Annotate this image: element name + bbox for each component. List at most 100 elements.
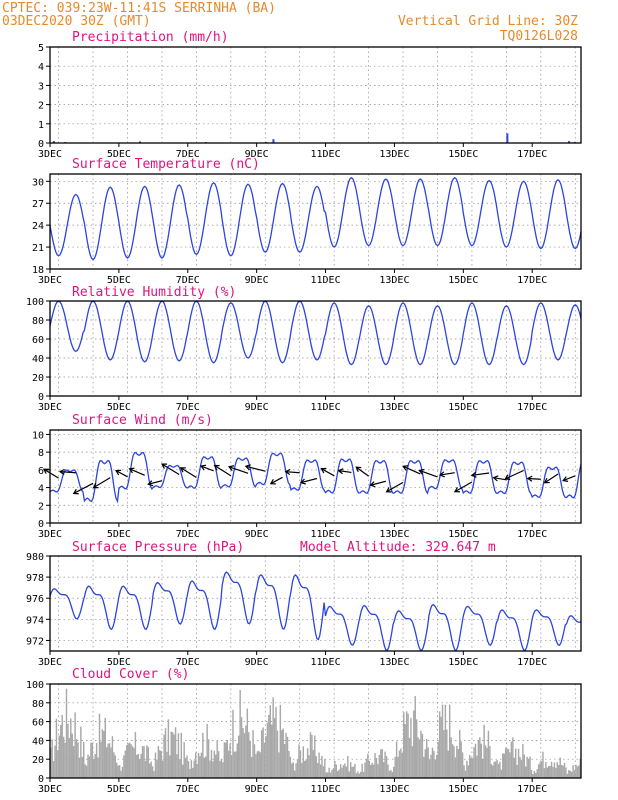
cloud-bar <box>446 729 448 778</box>
cloud-bar <box>156 759 158 778</box>
cloud-bar <box>227 750 230 778</box>
cloud-bar <box>553 762 556 778</box>
cloud-bar <box>395 741 398 778</box>
temperature-series-line <box>49 176 582 261</box>
cloud-bar <box>334 761 336 778</box>
cloud-bar <box>339 764 342 778</box>
precip-bar <box>52 141 55 143</box>
wind-arrow-head <box>115 469 122 476</box>
cloud-bar <box>271 724 273 778</box>
cloud-bar <box>388 770 391 778</box>
wind-arrow-shaft <box>505 469 524 480</box>
cloud-bar <box>58 735 61 778</box>
cloud-bar <box>381 748 383 778</box>
cloud-bar <box>490 763 493 778</box>
cloud-bar <box>226 739 228 778</box>
cloud-bar <box>230 754 233 778</box>
cloud-bar <box>513 757 515 778</box>
cloud-bar <box>540 761 543 778</box>
cloud-bar <box>71 733 73 778</box>
y-tick-label: 20 <box>32 755 44 766</box>
cloud-bar <box>324 759 326 778</box>
x-tick-label: 9DEC <box>245 402 269 413</box>
cloud-bar <box>166 751 168 778</box>
cloud-bar <box>169 755 171 778</box>
wind-arrow-shaft <box>73 482 94 494</box>
wind-arrow-head <box>244 464 251 471</box>
wind-arrow-shaft <box>338 470 352 474</box>
cloud-bar <box>311 734 313 778</box>
cloud-bar <box>355 773 358 778</box>
cloud-bar <box>236 743 239 778</box>
wind-arrow-shaft <box>300 477 318 484</box>
y-tick-label: 40 <box>32 736 44 747</box>
cloud-bar <box>278 752 280 778</box>
station-header: CPTEC: 039:23W-11:41S SERRINHA (BA) <box>2 1 276 16</box>
cloud-bar <box>190 760 193 778</box>
wind-arrow-shaft <box>355 466 369 477</box>
cloud-bar <box>387 764 389 778</box>
y-tick-label: 100 <box>26 680 44 691</box>
cloud-bar <box>405 711 408 778</box>
x-tick-label: 3DEC <box>38 657 62 668</box>
cloud-bar <box>196 763 198 778</box>
cloud-bar <box>219 761 221 778</box>
cloud-bar <box>507 749 510 778</box>
cloud-bar <box>243 733 246 778</box>
x-tick-label: 13DEC <box>379 784 409 795</box>
wind-arrow-shaft <box>180 467 197 478</box>
cloud-bar <box>239 689 241 778</box>
cloud-bar <box>578 765 580 778</box>
cloud-bar <box>286 736 289 778</box>
cloud-bar <box>349 762 352 778</box>
cloud-bar <box>572 765 574 778</box>
cloud-bar <box>520 759 523 778</box>
cloud-bar <box>414 696 416 778</box>
cloud-bar <box>246 708 249 778</box>
humidity-frame <box>49 300 582 397</box>
cloud-bar <box>173 734 175 778</box>
cloud-bar <box>506 748 508 778</box>
cloud-bar <box>67 723 69 778</box>
cloud-bar <box>312 750 315 778</box>
cloud-cover-frame <box>49 683 582 779</box>
precip-bar <box>506 133 509 143</box>
cloud-bar <box>197 752 200 778</box>
cloud-bar <box>335 764 338 778</box>
cloud-bar <box>210 749 213 778</box>
cloud-bar <box>78 757 81 778</box>
cloud-bar <box>382 762 385 778</box>
cloud-bar <box>273 717 276 778</box>
cloud-bar <box>467 765 470 778</box>
cloud-bar <box>390 769 392 778</box>
cloud-bar <box>444 704 447 778</box>
cloud-bar <box>133 747 135 778</box>
wind-arrow-shaft <box>93 477 111 489</box>
x-tick-label: 11DEC <box>310 149 340 160</box>
cloud-bar <box>213 750 216 778</box>
cloud-bar <box>54 745 56 778</box>
cloud-bar <box>568 769 570 778</box>
cloud-bar <box>120 770 122 778</box>
cloud-bar <box>517 748 520 778</box>
cloud-bar <box>519 756 521 778</box>
cloud-bar <box>242 727 244 778</box>
wind-arrow-shaft <box>161 463 180 476</box>
wind-arrow-head <box>369 481 376 488</box>
cloud-bar <box>493 761 495 778</box>
cloud-bar <box>265 735 267 778</box>
cloud-bar <box>469 755 471 778</box>
cloud-bar <box>104 717 106 778</box>
y-tick-label: 10 <box>32 430 44 441</box>
cloud-bar <box>159 750 161 778</box>
cloud-bar <box>529 756 531 778</box>
cloud-bar <box>316 763 319 778</box>
cloud-bar <box>283 743 286 778</box>
cloud-bar <box>556 762 559 778</box>
cloud-bar <box>401 752 404 778</box>
cloud-bar <box>137 753 139 778</box>
cloud-bar <box>285 732 287 778</box>
cloud-bar <box>51 739 53 778</box>
cloud-bar <box>470 757 472 778</box>
x-tick-label: 5DEC <box>107 275 131 286</box>
